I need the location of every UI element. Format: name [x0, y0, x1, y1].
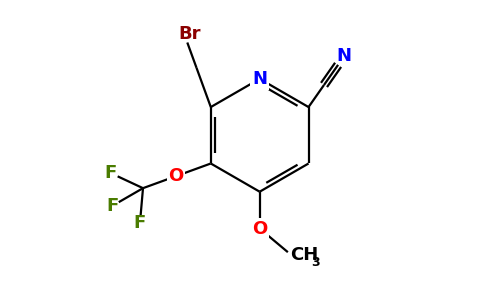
- Text: O: O: [252, 220, 267, 238]
- Text: F: F: [134, 214, 146, 232]
- Text: N: N: [252, 70, 267, 88]
- Text: F: F: [106, 197, 119, 215]
- Text: N: N: [337, 47, 352, 65]
- Text: CH: CH: [290, 246, 318, 264]
- Text: Br: Br: [179, 25, 201, 43]
- Text: F: F: [105, 164, 117, 182]
- Text: 3: 3: [311, 256, 319, 269]
- Text: O: O: [168, 167, 184, 185]
